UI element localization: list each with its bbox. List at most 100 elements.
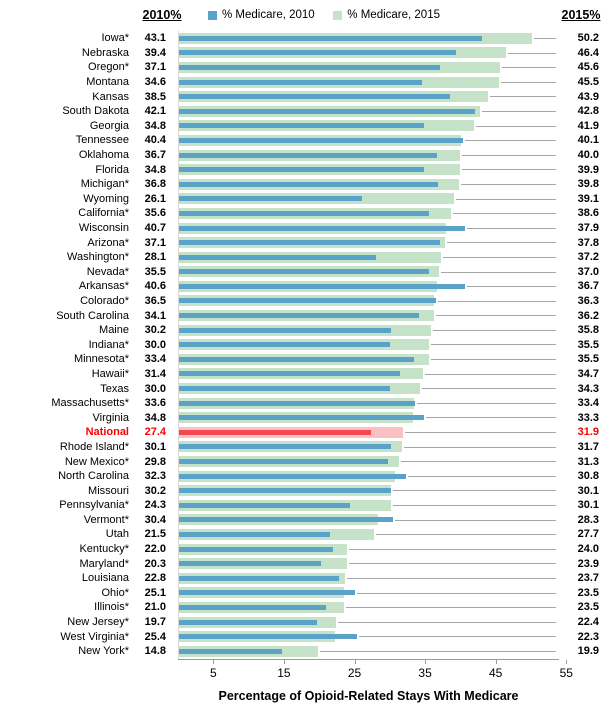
- row-value-2010: 14.8: [144, 645, 166, 658]
- row-value-2010: 33.6: [144, 397, 166, 410]
- row-value-2015: 37.2: [577, 251, 599, 264]
- leader-line: [442, 256, 556, 258]
- row-plot: [178, 483, 558, 498]
- row-label: Virginia: [92, 411, 130, 424]
- row-value-2010: 38.5: [144, 90, 166, 103]
- leader-line: [403, 446, 556, 448]
- leader-line: [394, 519, 556, 521]
- row-plot: [178, 60, 558, 75]
- x-axis-tick: [566, 660, 568, 664]
- row-value-2015: 30.8: [577, 470, 599, 483]
- chart-row: South Dakota 42.1 42.8: [0, 104, 612, 119]
- row-label: Kentucky*: [79, 543, 129, 556]
- bar-2010: [178, 459, 389, 465]
- row-value-2010: 43.1: [144, 32, 166, 45]
- leader-line: [430, 344, 556, 346]
- legend-item-2010: % Medicare, 2010: [208, 9, 315, 21]
- row-value-2010: 39.4: [144, 46, 166, 59]
- row-value-2015: 31.7: [577, 440, 599, 453]
- leader-line: [417, 402, 556, 404]
- row-value-2010: 34.6: [144, 76, 166, 89]
- x-axis-line: [178, 659, 559, 660]
- bar-2010: [178, 590, 356, 596]
- row-value-2015: 36.7: [577, 280, 599, 293]
- row-label: Tennessee: [75, 134, 129, 147]
- bar-2010: [178, 152, 438, 158]
- bar-2010: [178, 269, 429, 275]
- leader-line: [489, 96, 556, 98]
- chart-row: Massachusetts* 33.6 33.4: [0, 396, 612, 411]
- bar-2010: [178, 575, 339, 581]
- chart-row: Tennessee 40.4 40.1: [0, 133, 612, 148]
- leader-line: [507, 52, 556, 54]
- chart-row: Montana 34.6 45.5: [0, 75, 612, 90]
- chart-row: California* 35.6 38.6: [0, 206, 612, 221]
- row-value-2010: 35.5: [144, 265, 166, 278]
- chart-row: Nebraska 39.4 46.4: [0, 46, 612, 61]
- leader-line: [320, 650, 556, 652]
- row-label: South Dakota: [62, 105, 129, 118]
- row-value-2015: 31.9: [577, 426, 599, 439]
- row-value-2015: 45.6: [577, 61, 599, 74]
- leader-line: [392, 505, 556, 506]
- chart-row: New Mexico* 29.8 31.3: [0, 454, 612, 469]
- chart-row: Louisiana 22.8 23.7: [0, 571, 612, 586]
- chart-row: Nevada* 35.5 37.0: [0, 265, 612, 280]
- row-label: South Carolina: [56, 309, 129, 322]
- row-label: Maine: [99, 324, 129, 337]
- row-value-2015: 23.5: [577, 601, 599, 614]
- row-plot: [178, 323, 558, 338]
- x-axis-tick: [283, 660, 285, 664]
- row-label: Oregon*: [88, 61, 129, 74]
- bar-2010: [178, 473, 407, 479]
- row-value-2010: 21.5: [144, 528, 166, 541]
- leader-line: [349, 548, 556, 550]
- leader-line: [338, 621, 556, 623]
- leader-line: [435, 315, 556, 317]
- row-value-2015: 38.6: [577, 207, 599, 220]
- bar-2010: [178, 429, 372, 435]
- bar-2010: [178, 79, 423, 85]
- chart-row: Michigan* 36.8 39.8: [0, 177, 612, 192]
- x-axis-tick-label: 5: [209, 666, 217, 680]
- leader-line: [424, 373, 556, 375]
- row-value-2015: 35.5: [577, 338, 599, 351]
- bar-2010: [178, 196, 363, 202]
- chart-row: Oregon* 37.1 45.6: [0, 60, 612, 75]
- row-value-2015: 37.8: [577, 236, 599, 249]
- row-value-2015: 23.5: [577, 586, 599, 599]
- bar-2010: [178, 240, 440, 246]
- bar-2010: [178, 619, 318, 625]
- leader-line: [452, 213, 556, 215]
- legend-item-2015: % Medicare, 2015: [333, 9, 440, 21]
- bar-2010: [178, 502, 350, 508]
- row-value-2015: 36.2: [577, 309, 599, 322]
- row-value-2010: 37.1: [144, 61, 166, 74]
- row-plot: [178, 279, 558, 294]
- leader-line: [375, 534, 556, 536]
- row-value-2010: 40.6: [144, 280, 166, 293]
- chart-row: North Carolina 32.3 30.8: [0, 469, 612, 484]
- row-label: Texas: [100, 382, 129, 395]
- row-plot: [178, 46, 558, 61]
- row-value-2010: 36.7: [144, 149, 166, 162]
- x-axis-title: Percentage of Opioid-Related Stays With …: [218, 689, 519, 703]
- chart-row: Utah 21.5 27.7: [0, 527, 612, 542]
- row-plot: [178, 89, 558, 104]
- row-plot: [178, 527, 558, 542]
- leader-line: [501, 67, 556, 69]
- row-value-2010: 21.0: [144, 601, 166, 614]
- row-value-2010: 27.4: [144, 426, 166, 439]
- bar-2010: [178, 604, 327, 610]
- chart-row: Hawaii* 31.4 34.7: [0, 367, 612, 382]
- bar-2010: [178, 371, 400, 377]
- chart-row: Florida 34.8 39.9: [0, 162, 612, 177]
- row-plot: [178, 396, 558, 411]
- row-value-2015: 36.3: [577, 294, 599, 307]
- row-label: New Mexico*: [64, 455, 129, 468]
- row-value-2015: 39.8: [577, 178, 599, 191]
- chart-row: Washington* 28.1 37.2: [0, 250, 612, 265]
- row-value-2015: 46.4: [577, 46, 599, 59]
- chart-row: South Carolina 34.1 36.2: [0, 308, 612, 323]
- chart-row: Wyoming 26.1 39.1: [0, 192, 612, 207]
